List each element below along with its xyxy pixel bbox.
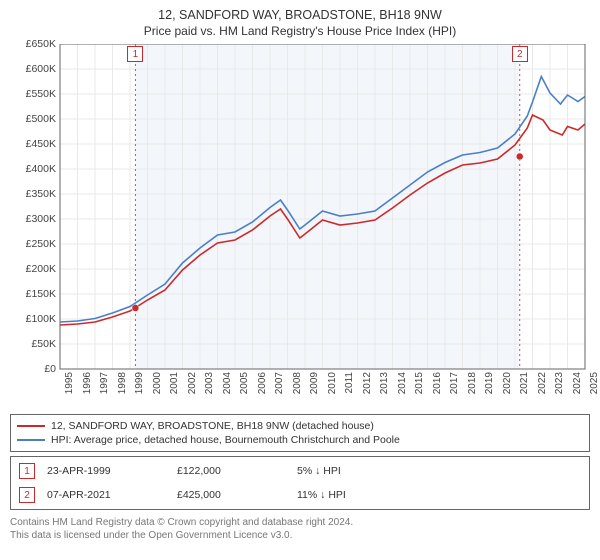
x-tick-label: 2023 <box>554 372 565 402</box>
y-tick-label: £550K <box>10 88 56 100</box>
x-tick-label: 2013 <box>379 372 390 402</box>
x-tick-label: 2015 <box>414 372 425 402</box>
footer-attribution: Contains HM Land Registry data © Crown c… <box>10 516 590 542</box>
x-tick-label: 2021 <box>519 372 530 402</box>
x-tick-label: 2020 <box>502 372 513 402</box>
chart-title: 12, SANDFORD WAY, BROADSTONE, BH18 9NW <box>10 8 590 22</box>
x-tick-label: 2009 <box>309 372 320 402</box>
x-tick-label: 2012 <box>362 372 373 402</box>
y-tick-label: £250K <box>10 238 56 250</box>
y-tick-label: £100K <box>10 313 56 325</box>
y-tick-label: £50K <box>10 338 56 350</box>
x-tick-label: 2004 <box>222 372 233 402</box>
chart-svg <box>10 44 590 404</box>
x-tick-label: 2001 <box>169 372 180 402</box>
tx-delta: 11% ↓ HPI <box>297 489 407 501</box>
legend: 12, SANDFORD WAY, BROADSTONE, BH18 9NW (… <box>10 414 590 452</box>
legend-swatch <box>17 425 45 427</box>
y-tick-label: £350K <box>10 188 56 200</box>
tx-price: £122,000 <box>177 465 297 477</box>
legend-label: HPI: Average price, detached house, Bour… <box>51 434 400 446</box>
x-tick-label: 2005 <box>239 372 250 402</box>
chart-marker-2: 2 <box>512 46 528 62</box>
legend-item: HPI: Average price, detached house, Bour… <box>17 433 583 447</box>
y-tick-label: £650K <box>10 38 56 50</box>
plot-area: £0 £50K £100K £150K £200K £250K £300K £350K £400… <box>10 44 590 404</box>
x-tick-label: 2010 <box>327 372 338 402</box>
x-tick-label: 2007 <box>274 372 285 402</box>
x-tick-label: 2003 <box>204 372 215 402</box>
legend-item: 12, SANDFORD WAY, BROADSTONE, BH18 9NW (… <box>17 419 583 433</box>
tx-marker: 1 <box>19 463 35 479</box>
x-tick-label: 2017 <box>449 372 460 402</box>
x-tick-label: 1995 <box>64 372 75 402</box>
x-tick-label: 2000 <box>152 372 163 402</box>
y-tick-label: £200K <box>10 263 56 275</box>
y-tick-label: £150K <box>10 288 56 300</box>
footer-line-2: This data is licensed under the Open Gov… <box>10 529 590 542</box>
x-tick-label: 2022 <box>537 372 548 402</box>
legend-swatch <box>17 439 45 441</box>
y-tick-label: £500K <box>10 113 56 125</box>
legend-label: 12, SANDFORD WAY, BROADSTONE, BH18 9NW (… <box>51 420 374 432</box>
tx-price: £425,000 <box>177 489 297 501</box>
x-tick-label: 1996 <box>82 372 93 402</box>
x-tick-label: 2002 <box>187 372 198 402</box>
x-tick-label: 2008 <box>292 372 303 402</box>
x-tick-label: 1997 <box>99 372 110 402</box>
y-tick-label: £0 <box>10 363 56 375</box>
x-tick-label: 2025 <box>589 372 600 402</box>
chart-subtitle: Price paid vs. HM Land Registry's House … <box>10 24 590 38</box>
x-tick-label: 2024 <box>572 372 583 402</box>
x-tick-label: 2018 <box>467 372 478 402</box>
y-tick-label: £400K <box>10 163 56 175</box>
x-tick-label: 1998 <box>117 372 128 402</box>
x-tick-label: 2019 <box>484 372 495 402</box>
y-tick-label: £300K <box>10 213 56 225</box>
chart-container: 12, SANDFORD WAY, BROADSTONE, BH18 9NW P… <box>0 0 600 410</box>
tx-marker: 2 <box>19 487 35 503</box>
tx-date: 07-APR-2021 <box>47 489 177 501</box>
y-tick-label: £450K <box>10 138 56 150</box>
x-tick-label: 1999 <box>134 372 145 402</box>
tx-date: 23-APR-1999 <box>47 465 177 477</box>
x-tick-label: 2006 <box>257 372 268 402</box>
x-tick-label: 2011 <box>344 372 355 402</box>
tx-delta: 5% ↓ HPI <box>297 465 407 477</box>
x-tick-label: 2014 <box>397 372 408 402</box>
y-tick-label: £600K <box>10 63 56 75</box>
chart-marker-1: 1 <box>127 46 143 62</box>
footer-line-1: Contains HM Land Registry data © Crown c… <box>10 516 590 529</box>
transactions-table: 1 23-APR-1999£122,0005% ↓ HPI 2 07-APR-2021… <box>10 456 590 510</box>
x-tick-label: 2016 <box>432 372 443 402</box>
